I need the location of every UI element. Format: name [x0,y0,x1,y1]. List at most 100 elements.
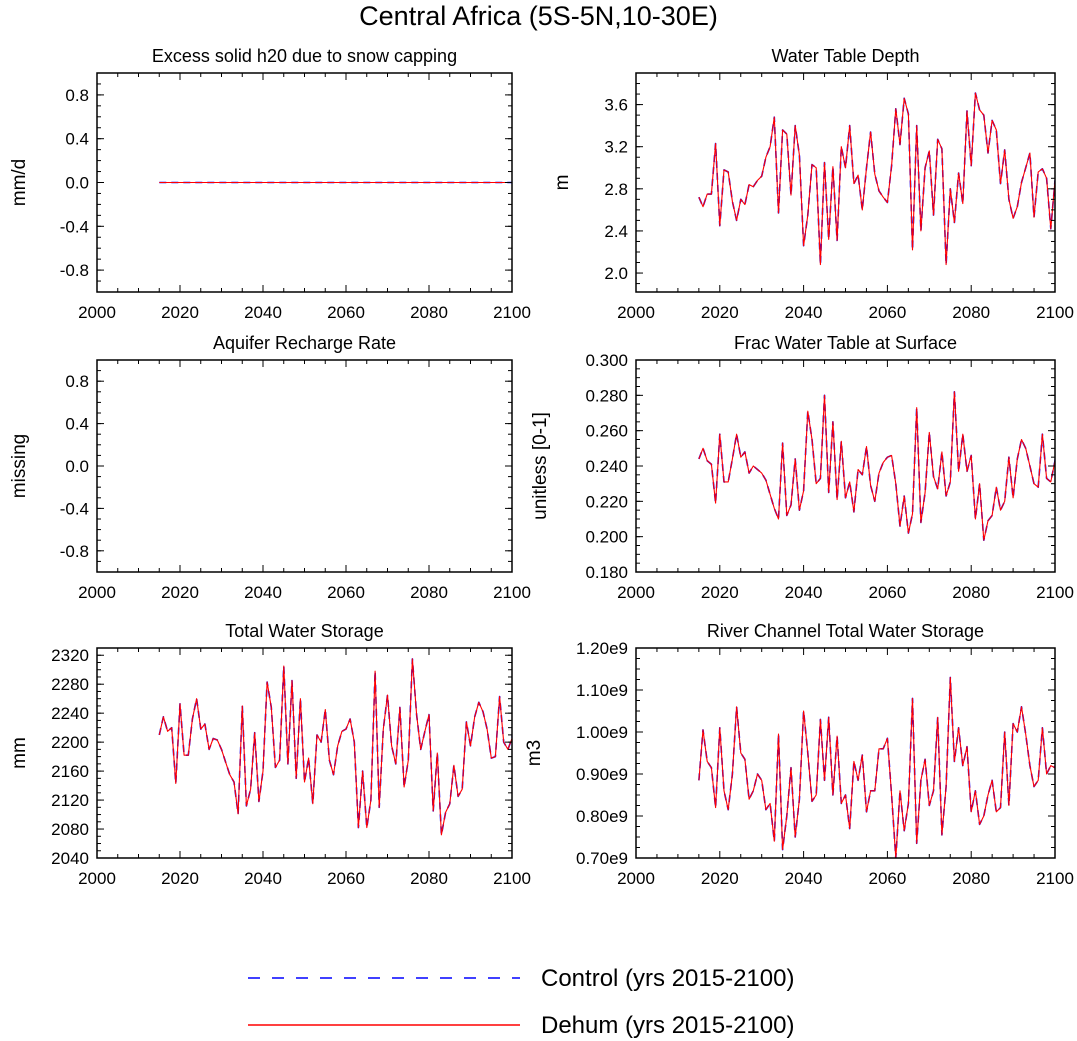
x-tick-label: 2000 [617,583,655,602]
panel-title: River Channel Total Water Storage [707,621,984,641]
x-tick-label: 2100 [1036,303,1074,322]
panel-title: Water Table Depth [771,46,919,66]
y-tick-label: 2280 [51,675,89,694]
y-tick-label: 0.260 [585,422,628,441]
series-line-dehum [698,676,1055,858]
y-tick-label: 2040 [51,849,89,868]
y-tick-label: 0.220 [585,492,628,511]
chart-panel: Excess solid h20 due to snow capping mm/d… [9,46,531,322]
y-tick-label: 0.200 [585,528,628,547]
chart-panel: Total Water Storage mm 2000 2020 2040 2060 208… [9,621,531,888]
x-tick-label: 2100 [493,869,531,888]
y-tick-label: -0.8 [60,542,89,561]
legend-control-label: Control (yrs 2015-2100) [541,965,794,992]
x-tick-label: 2000 [617,303,655,322]
plot-frame [96,647,513,859]
series-line-dehum [698,391,1055,541]
y-tick-label: 2080 [51,820,89,839]
x-tick-label: 2080 [410,869,448,888]
y-tick-label: 2.4 [604,222,628,241]
y-tick-label: 3.6 [604,96,628,115]
x-tick-label: 2100 [493,303,531,322]
y-tick-label: 0.0 [65,174,89,193]
x-tick-label: 2020 [701,583,739,602]
y-tick-label: 0.4 [65,130,89,149]
x-tick-label: 2060 [868,303,906,322]
x-tick-label: 2020 [701,303,739,322]
x-tick-label: 2040 [244,869,282,888]
plot-frame [96,359,513,573]
y-tick-label: 0.80e9 [576,807,628,826]
x-tick-label: 2080 [410,303,448,322]
y-axis-label: unitless [0-1] [530,412,551,520]
y-tick-label: 1.00e9 [576,723,628,742]
x-tick-label: 2040 [244,303,282,322]
x-tick-label: 2100 [493,583,531,602]
y-tick-label: 0.70e9 [576,849,628,868]
y-axis-label: missing [9,434,30,498]
y-tick-label: 3.2 [604,138,628,157]
y-tick-label: 2120 [51,791,89,810]
y-tick-label: -0.4 [60,217,89,236]
x-tick-label: 2100 [1036,583,1074,602]
x-tick-label: 2020 [701,869,739,888]
y-tick-label: 0.8 [65,372,89,391]
y-axis-label: m3 [524,740,545,766]
y-tick-label: 2200 [51,733,89,752]
panel-title: Excess solid h20 due to snow capping [152,46,457,66]
x-tick-label: 2000 [617,869,655,888]
x-tick-label: 2080 [952,583,990,602]
y-tick-label: 2160 [51,762,89,781]
y-tick-label: 1.20e9 [576,639,628,658]
legend: Control (yrs 2015-2100) Dehum (yrs 2015-… [248,965,794,1039]
y-tick-label: 2320 [51,646,89,665]
y-tick-label: 0.0 [65,457,89,476]
x-tick-label: 2080 [410,583,448,602]
y-tick-label: -0.4 [60,499,89,518]
y-tick-label: 0.4 [65,415,89,434]
y-tick-label: 2240 [51,704,89,723]
chart-panel: Frac Water Table at Surface unitless [0-1… [530,333,1074,602]
x-tick-label: 2040 [244,583,282,602]
y-tick-label: 0.240 [585,457,628,476]
x-tick-label: 2080 [952,303,990,322]
y-tick-label: -0.8 [60,261,89,280]
chart-panel: River Channel Total Water Storage m3 2000 2… [524,621,1074,888]
y-axis-label: mm [9,737,30,769]
y-tick-label: 0.300 [585,351,628,370]
panels-layer: Excess solid h20 due to snow capping mm/d… [9,46,1074,888]
x-tick-label: 2020 [161,869,199,888]
y-tick-label: 0.280 [585,386,628,405]
series-line-dehum [698,92,1055,266]
x-tick-label: 2020 [161,303,199,322]
x-tick-label: 2060 [327,869,365,888]
x-tick-label: 2040 [785,303,823,322]
x-tick-label: 2060 [868,583,906,602]
x-tick-label: 2020 [161,583,199,602]
x-tick-label: 2060 [327,583,365,602]
x-tick-label: 2060 [868,869,906,888]
panel-title: Aquifer Recharge Rate [213,333,396,353]
chart-panel: Water Table Depth m 2000 2020 2040 2060 2080 21… [552,46,1074,322]
plot-frame [635,359,1056,573]
legend-dehum-label: Dehum (yrs 2015-2100) [541,1012,794,1039]
chart-panel: Aquifer Recharge Rate missing 2000 2020 2040… [9,333,531,602]
y-tick-label: 2.0 [604,264,628,283]
panel-title: Frac Water Table at Surface [734,333,957,353]
x-tick-label: 2000 [78,869,116,888]
x-tick-label: 2100 [1036,869,1074,888]
y-axis-label: m [552,175,573,191]
series-line-control [698,676,1055,858]
x-tick-label: 2000 [78,303,116,322]
x-tick-label: 2000 [78,583,116,602]
x-tick-label: 2040 [785,583,823,602]
x-tick-label: 2060 [327,303,365,322]
x-tick-label: 2040 [785,869,823,888]
y-tick-label: 0.90e9 [576,765,628,784]
plot-frame [635,647,1056,859]
y-tick-label: 2.8 [604,180,628,199]
panel-title: Total Water Storage [225,621,383,641]
y-tick-label: 1.10e9 [576,681,628,700]
y-tick-label: 0.180 [585,563,628,582]
